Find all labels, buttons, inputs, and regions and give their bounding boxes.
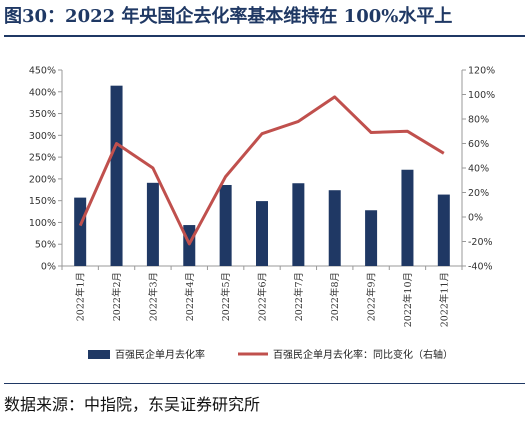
left-tick-label: 300%	[29, 131, 56, 142]
right-axis: -40% -20% 0% 20% 40% 60% 80% 100% 120%	[462, 66, 495, 273]
x-tick-label: 2022年7月	[293, 272, 305, 321]
bar	[256, 201, 268, 266]
x-tick-label: 2022年3月	[147, 272, 159, 321]
bar	[328, 190, 341, 266]
bar-series	[74, 85, 450, 267]
x-tick-label: 2022年11月	[438, 272, 450, 327]
bar	[401, 169, 414, 266]
line-series	[78, 95, 445, 246]
x-tick-label: 2022年4月	[184, 272, 196, 321]
right-tick-label: 40%	[468, 164, 489, 175]
chart-legend: 百强民企单月去化率 百强民企单月去化率：同比变化（右轴）	[88, 348, 453, 361]
left-tick-label: 450%	[29, 66, 56, 77]
bar	[437, 194, 450, 266]
x-tick-label: 2022年10月	[402, 272, 414, 327]
bar	[292, 183, 305, 266]
right-tick-label: 100%	[468, 90, 495, 101]
x-tick-label: 2022年2月	[111, 272, 123, 321]
left-tick-label: 100%	[29, 218, 56, 229]
right-tick-label: 0%	[468, 213, 483, 224]
legend-swatch-bar	[88, 350, 110, 359]
left-axis: 0% 50% 100% 150% 200% 250% 300% 350% 400% 450%	[29, 66, 62, 273]
left-tick-label: 350%	[29, 109, 56, 120]
right-tick-label: 60%	[468, 139, 489, 150]
left-tick-label: 150%	[29, 196, 56, 207]
x-tick-label: 2022年9月	[366, 272, 378, 321]
legend-label-bar: 百强民企单月去化率	[115, 348, 205, 361]
footer-divider	[4, 383, 525, 384]
left-tick-label: 200%	[29, 174, 56, 185]
bar	[110, 85, 123, 267]
right-tick-label: -20%	[468, 237, 493, 248]
right-tick-label: 80%	[468, 115, 489, 126]
title-divider	[4, 35, 525, 37]
x-tick-label: 2022年8月	[329, 272, 341, 321]
x-tick-label: 2022年6月	[257, 272, 269, 321]
combo-chart: 0% 50% 100% 150% 200% 250% 300% 350% 400% 450% -4…	[29, 66, 495, 362]
bar	[74, 197, 87, 266]
bar	[146, 182, 159, 266]
line-path	[78, 95, 445, 246]
x-tick-label: 2022年5月	[220, 272, 232, 321]
left-tick-label: 400%	[29, 87, 56, 98]
right-tick-label: 20%	[468, 188, 489, 199]
data-source-note: 数据来源：中指院，东吴证券研究所	[4, 395, 261, 414]
bar	[183, 225, 196, 266]
legend-label-line: 百强民企单月去化率：同比变化（右轴）	[273, 348, 453, 361]
left-tick-label: 250%	[29, 153, 56, 164]
left-tick-label: 0%	[41, 262, 56, 273]
x-axis: 2022年1月 2022年2月 2022年3月 2022年4月 2022年5月 2022年…	[61, 266, 463, 327]
right-tick-label: -40%	[468, 262, 493, 273]
right-tick-label: 120%	[468, 66, 495, 77]
figure-title: 图30：2022 年央国企去化率基本维持在 100%水平上	[4, 6, 453, 27]
left-tick-label: 50%	[35, 240, 56, 251]
x-tick-label: 2022年1月	[75, 272, 87, 321]
bar	[219, 184, 232, 266]
bar	[365, 210, 378, 266]
